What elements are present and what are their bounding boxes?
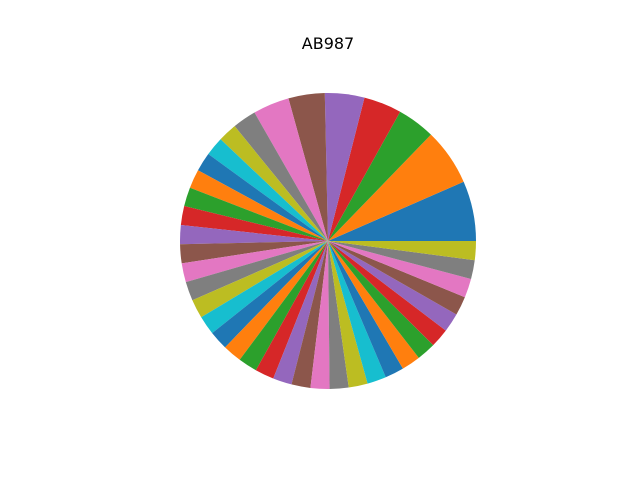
pie-slice-4	[328, 97, 401, 241]
pie-slice-6	[288, 93, 328, 241]
pie-slice-5	[324, 92, 365, 241]
pie-slice-28	[328, 241, 349, 389]
pie-slice-30	[328, 241, 386, 384]
pie-slice-29	[328, 241, 368, 388]
pie-slice-32	[328, 241, 419, 369]
pie-slice-22	[225, 241, 328, 360]
pie-slice-12	[189, 170, 328, 241]
pie-slice-27	[310, 241, 330, 389]
pie-slice-17	[181, 241, 328, 283]
pie-slice-26	[291, 241, 328, 388]
pie-slice-21	[212, 241, 328, 348]
pie-slice-38	[328, 241, 475, 280]
pie-slice-7	[254, 98, 328, 241]
pie-slice-37	[328, 241, 472, 298]
pie-slice-35	[328, 241, 457, 331]
pie-slice-3	[328, 111, 431, 242]
pie-slice-8	[234, 112, 328, 241]
pie-slice-39	[328, 241, 476, 261]
pie-slice-31	[328, 241, 403, 378]
pie-slice-2	[328, 134, 464, 241]
pie-slice-25	[273, 241, 328, 385]
pie-slice-10	[208, 139, 328, 241]
pie-slice-24	[255, 241, 328, 379]
pie-slice-33	[328, 241, 434, 358]
pie-slice-1	[328, 181, 476, 241]
pie-slice-34	[328, 241, 446, 346]
pie-slice-23	[239, 241, 328, 371]
pie-slice-19	[192, 241, 328, 318]
pie-slice-20	[201, 241, 328, 334]
pie-slice-14	[180, 206, 328, 241]
pie-slice-18	[185, 241, 328, 301]
pie-slice-15	[179, 225, 328, 245]
pie-slice-11	[198, 154, 328, 241]
pie-slice-16	[180, 241, 328, 264]
pie-slice-36	[328, 241, 465, 315]
chart-title: AB987	[302, 34, 354, 53]
pie-slice-9	[220, 126, 328, 241]
pie-slice-13	[184, 187, 328, 241]
pie-slices	[179, 92, 476, 389]
